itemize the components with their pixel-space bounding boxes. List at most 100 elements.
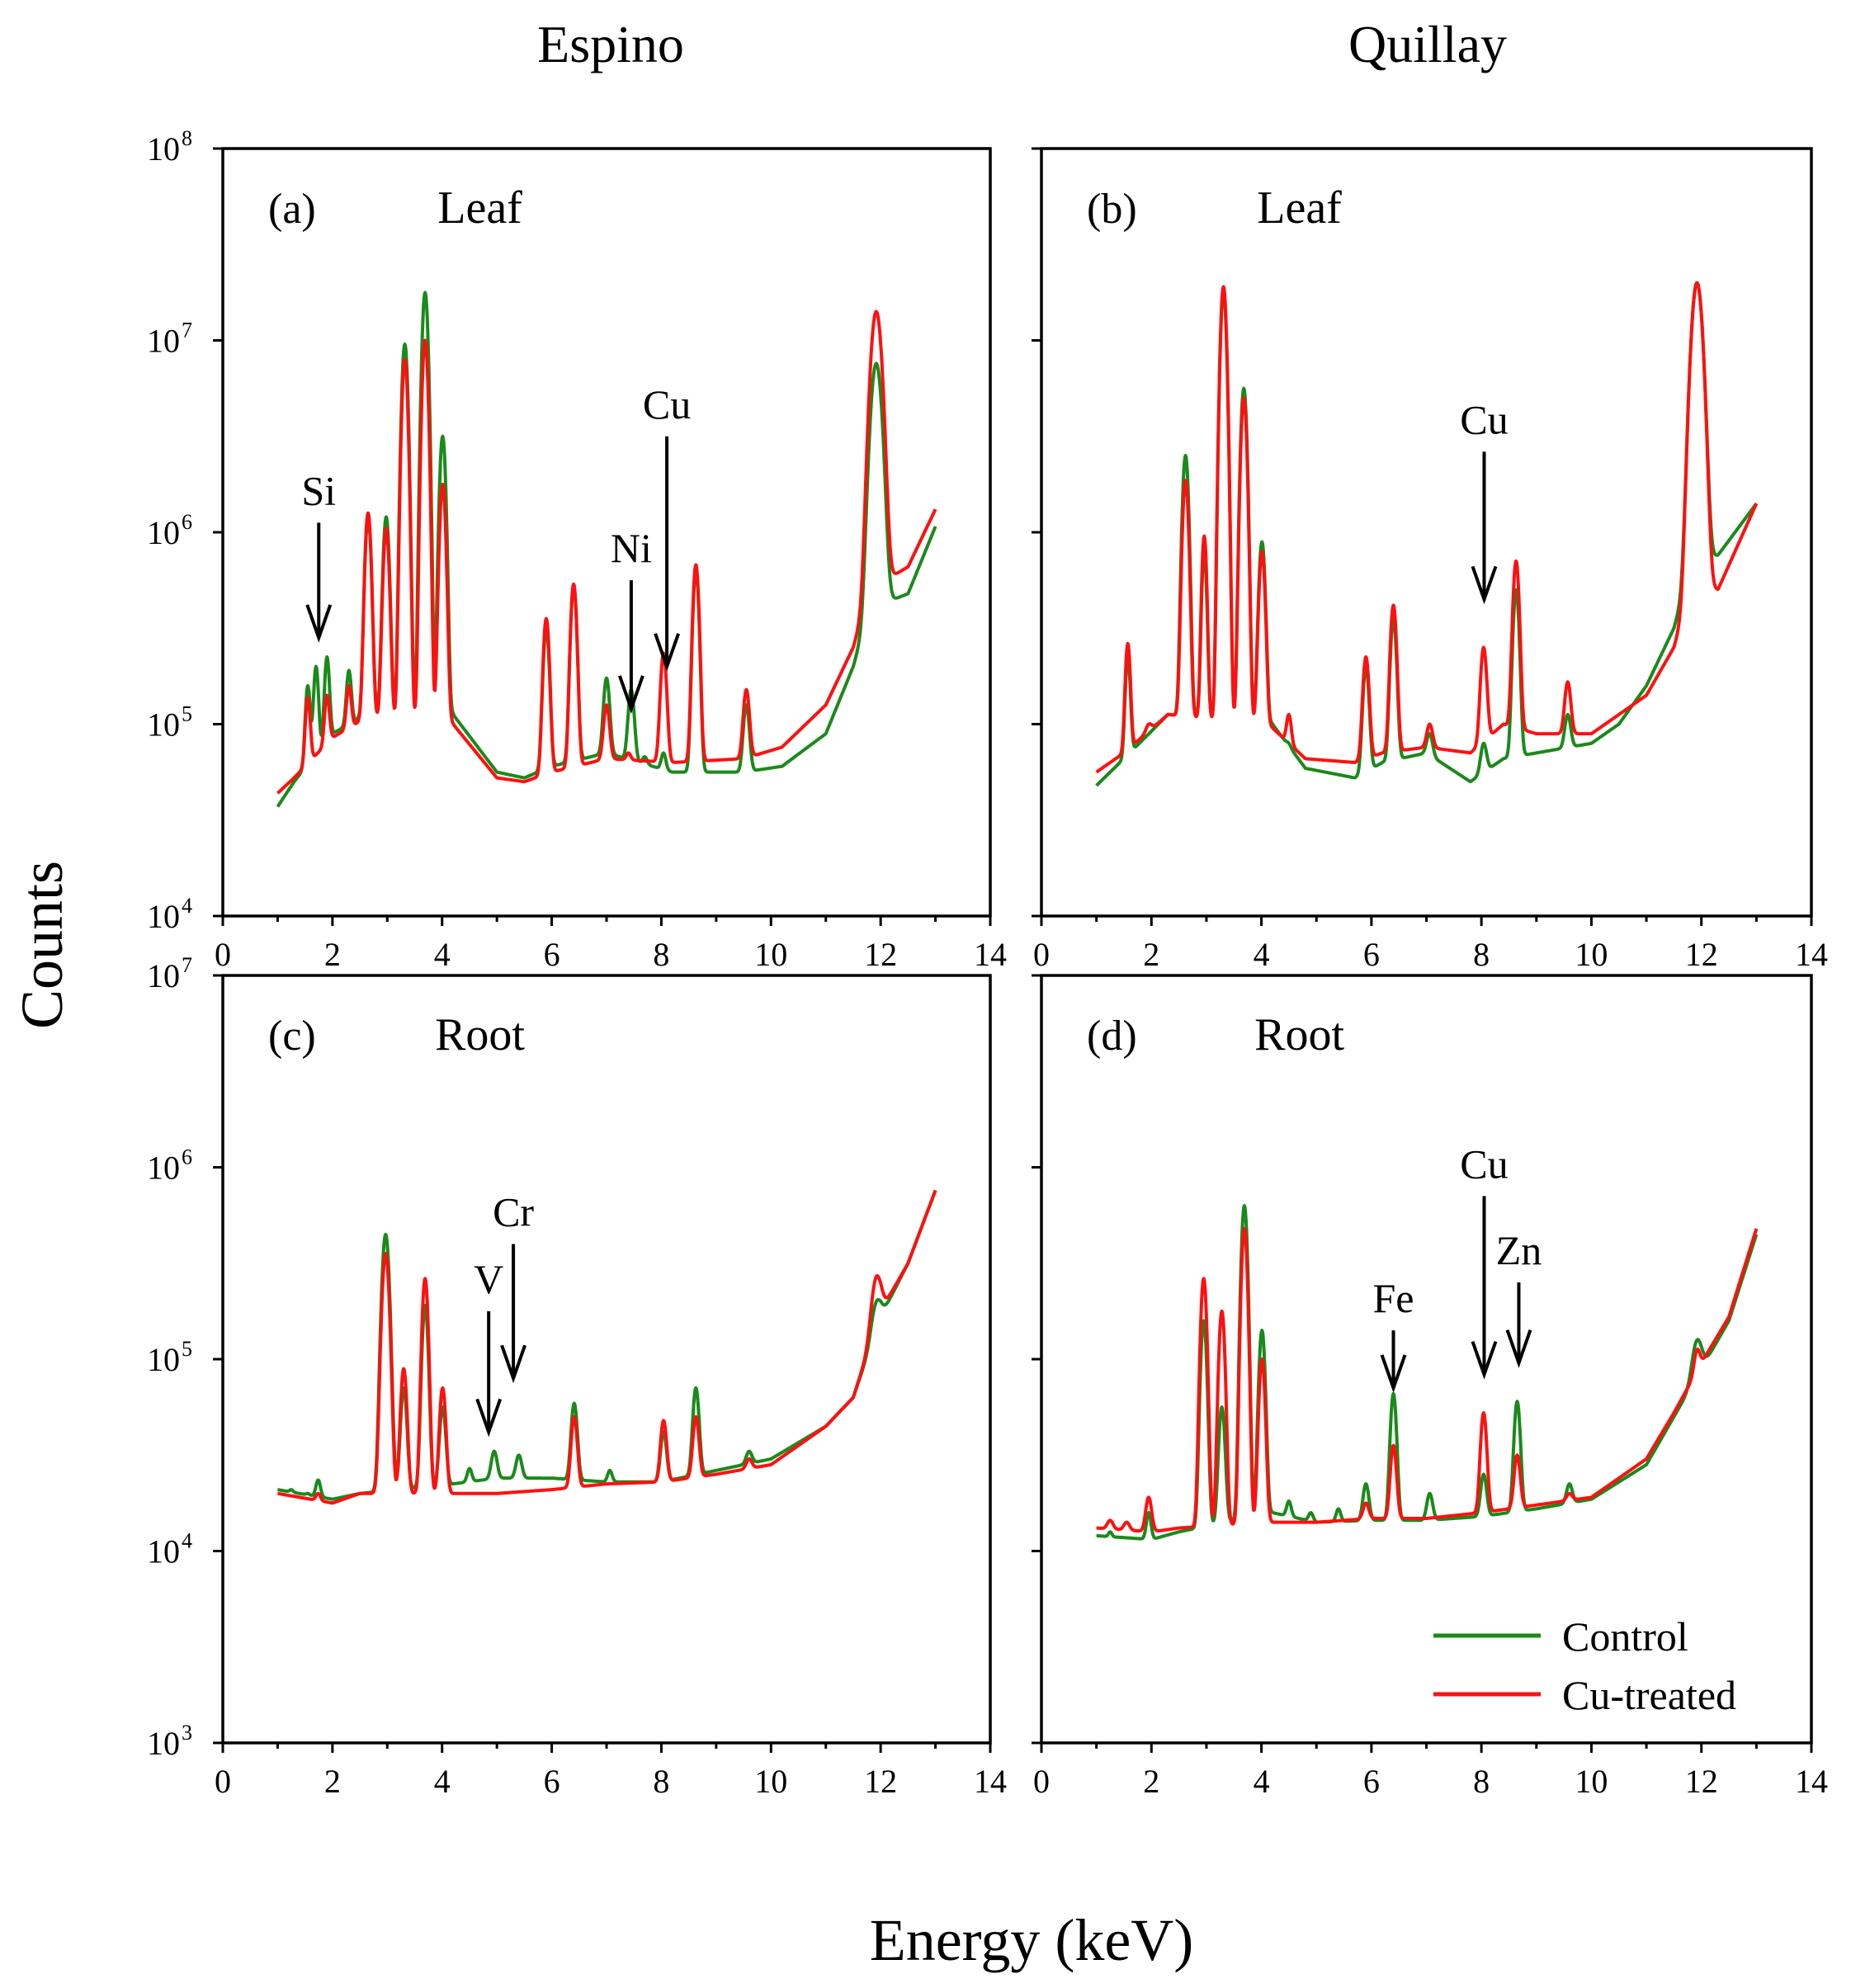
x-tick-label: 6 — [544, 936, 560, 973]
x-tick-label: 6 — [1363, 936, 1380, 973]
y-tick-label: 10 — [147, 1341, 180, 1378]
series-cu-treated-line — [1095, 1226, 1759, 1533]
y-tick-exponent: 5 — [182, 1337, 192, 1361]
x-tick-label: 0 — [215, 936, 231, 973]
series-cu-treated-line — [276, 1189, 937, 1505]
x-tick-label: 10 — [1575, 1763, 1608, 1800]
x-tick-label: 2 — [324, 1763, 341, 1800]
column-title-espino: Espino — [537, 15, 684, 73]
annotation-label: Cu — [1460, 1140, 1508, 1187]
legend-control-label: Control — [1562, 1613, 1688, 1660]
y-tick-label: 10 — [147, 706, 180, 744]
y-tick-label: 10 — [147, 130, 180, 168]
annotation-label: Ni — [611, 525, 652, 571]
annotation-arrow-head — [500, 1344, 526, 1384]
x-tick-label: 8 — [1473, 1763, 1490, 1800]
plot-frame — [1040, 147, 1813, 918]
annotation-v: V — [474, 1256, 503, 1438]
x-tick-label: 2 — [1143, 936, 1159, 973]
x-tick-label: 14 — [974, 1763, 1007, 1800]
annotation-ni: Ni — [611, 525, 652, 714]
x-tick-label: 2 — [1143, 1763, 1159, 1800]
y-tick-label: 10 — [147, 957, 180, 994]
x-tick-label: 6 — [1363, 1763, 1380, 1800]
x-tick-label: 12 — [864, 1763, 897, 1800]
x-tick-label: 14 — [1795, 1763, 1828, 1800]
x-tick-label: 10 — [754, 936, 787, 973]
plot-frame — [221, 147, 992, 918]
annotation-si: Si — [301, 467, 336, 643]
legend: Control Cu-treated — [1433, 1613, 1736, 1718]
y-tick-exponent: 8 — [182, 126, 192, 150]
y-tick-label: 10 — [147, 1150, 180, 1187]
y-tick-exponent: 7 — [182, 319, 192, 342]
x-tick-label: 2 — [324, 936, 341, 973]
annotation-arrow-head — [1380, 1354, 1407, 1393]
x-axis-label: Energy (keV) — [870, 1907, 1194, 1973]
annotation-arrow-head — [475, 1398, 503, 1438]
panel-label: (c) — [268, 1013, 316, 1060]
annotation-arrow-head — [618, 675, 645, 714]
x-tick-label: 6 — [544, 1763, 560, 1800]
annotation-arrow-head — [1471, 1340, 1498, 1380]
y-tick-exponent: 4 — [182, 1529, 192, 1553]
column-title-quillay: Quillay — [1348, 15, 1507, 73]
x-tick-label: 4 — [1254, 1763, 1270, 1800]
panel-label: (a) — [268, 186, 316, 233]
x-tick-label: 14 — [1795, 936, 1828, 973]
x-tick-label: 8 — [1473, 936, 1490, 973]
x-tick-label: 12 — [864, 936, 897, 973]
y-tick-label: 10 — [147, 1533, 180, 1570]
annotation-label: Cu — [643, 381, 691, 427]
annotation-arrow-head — [654, 633, 680, 672]
y-tick-exponent: 6 — [182, 510, 192, 534]
plot-frame — [221, 974, 992, 1745]
x-tick-label: 14 — [974, 936, 1007, 973]
series-control-line — [276, 290, 937, 808]
x-tick-label: 4 — [434, 1763, 451, 1800]
x-tick-label: 8 — [653, 936, 669, 973]
y-tick-label: 10 — [147, 898, 180, 935]
x-tick-label: 0 — [1033, 936, 1050, 973]
annotation-arrow-head — [1471, 565, 1498, 605]
x-tick-label: 4 — [434, 936, 451, 973]
annotation-label: Zn — [1496, 1227, 1542, 1273]
annotation-cu: Cu — [643, 381, 691, 672]
panel-title: Leaf — [1257, 182, 1342, 234]
y-tick-label: 10 — [147, 1725, 180, 1762]
y-tick-label: 10 — [147, 514, 180, 551]
annotation-arrow-head — [305, 604, 333, 643]
annotation-cr: Cr — [493, 1189, 534, 1384]
y-tick-exponent: 3 — [182, 1721, 192, 1745]
annotation-arrow-head — [1505, 1329, 1532, 1368]
panel-title: Leaf — [437, 182, 522, 234]
x-tick-label: 4 — [1254, 936, 1270, 973]
y-tick-exponent: 6 — [182, 1145, 192, 1169]
series-cu-treated-line — [1095, 281, 1759, 774]
panel-label: (b) — [1087, 186, 1137, 233]
panel-b: 0 2 4 6 8 10 12 14 (b) Leaf Cu — [1032, 147, 1828, 973]
annotation-label: Cr — [493, 1189, 534, 1235]
legend-cu-treated-label: Cu-treated — [1562, 1672, 1736, 1718]
panel-d: 0 2 4 6 8 10 12 14 (d) Root Fe Cu Zn — [1032, 974, 1828, 1800]
x-tick-label: 0 — [215, 1763, 231, 1800]
x-tick-label: 0 — [1033, 1763, 1050, 1800]
annotation-label: Cu — [1460, 396, 1508, 442]
x-tick-label: 10 — [754, 1763, 787, 1800]
y-axis-label: Counts — [9, 861, 75, 1029]
annotation-label: Si — [301, 467, 336, 513]
x-tick-label: 12 — [1685, 936, 1718, 973]
series-cu-treated-line — [276, 309, 937, 795]
panel-label: (d) — [1087, 1013, 1137, 1060]
x-tick-label: 12 — [1685, 1763, 1718, 1800]
y-tick-label: 10 — [147, 323, 180, 360]
annotation-label: V — [474, 1256, 503, 1302]
y-tick-exponent: 4 — [182, 894, 192, 918]
y-tick-exponent: 7 — [182, 953, 192, 977]
annotation-cu: Cu — [1460, 1140, 1509, 1380]
annotation-cu: Cu — [1460, 396, 1509, 605]
